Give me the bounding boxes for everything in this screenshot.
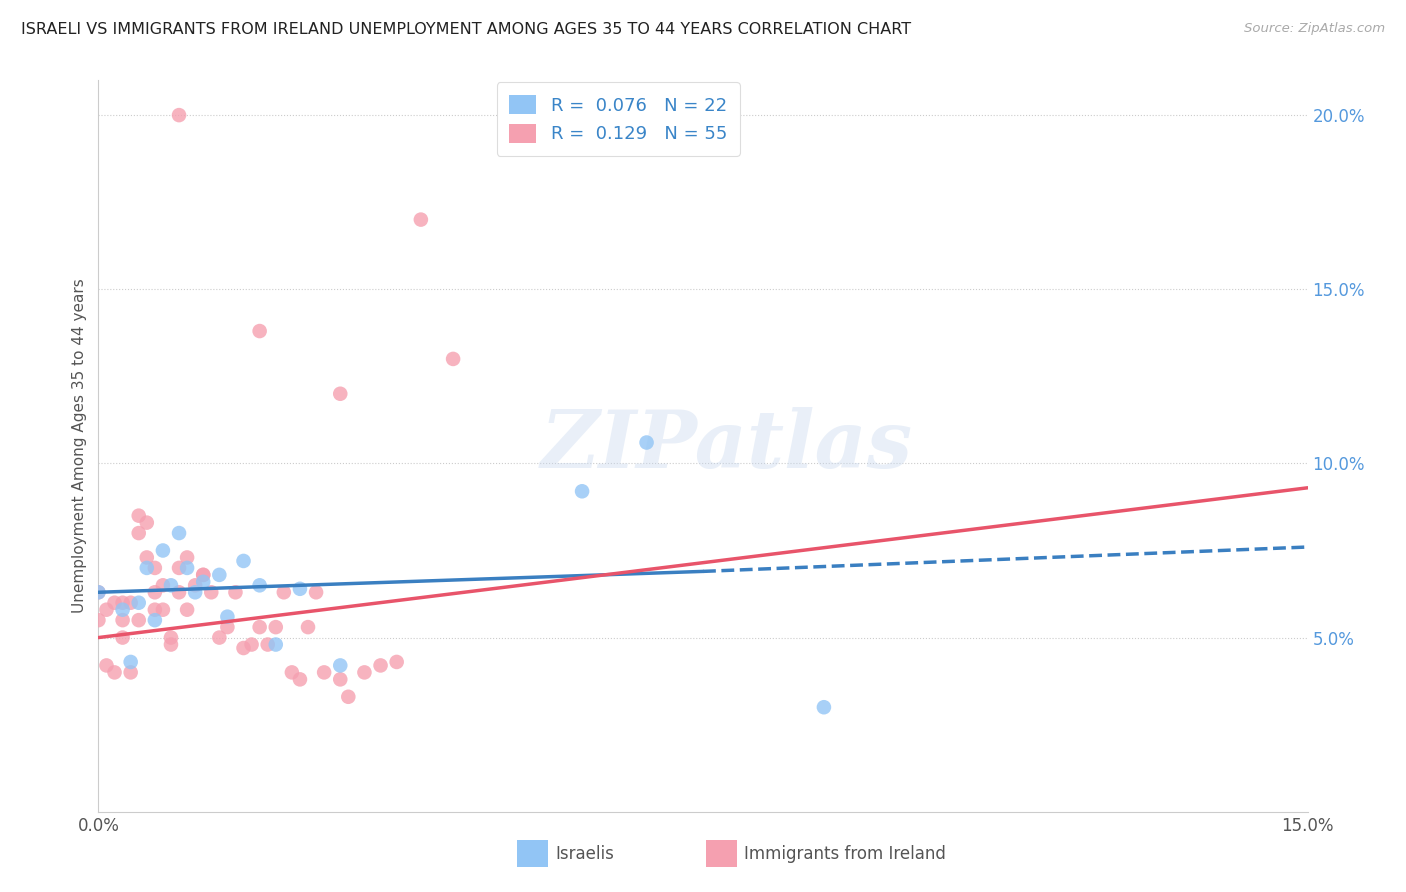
Point <box>193 567 215 582</box>
Point <box>87 585 110 599</box>
Point <box>176 603 198 617</box>
Point <box>128 596 150 610</box>
Point <box>193 567 215 582</box>
Point <box>103 665 125 680</box>
Point <box>249 620 271 634</box>
Point <box>385 655 408 669</box>
Point <box>120 655 142 669</box>
Point <box>249 578 271 592</box>
Point <box>111 613 134 627</box>
Point <box>232 640 254 655</box>
Point <box>143 613 166 627</box>
Point <box>184 578 207 592</box>
Point <box>152 603 174 617</box>
Point <box>329 386 352 401</box>
Text: Source: ZipAtlas.com: Source: ZipAtlas.com <box>1244 22 1385 36</box>
Point <box>273 585 295 599</box>
Point <box>337 690 360 704</box>
Point <box>160 578 183 592</box>
Point <box>217 609 239 624</box>
Point <box>167 561 190 575</box>
Point <box>120 665 142 680</box>
Text: Immigrants from Ireland: Immigrants from Ireland <box>744 845 946 863</box>
Point <box>152 543 174 558</box>
Point <box>87 613 110 627</box>
Point <box>167 585 190 599</box>
Point <box>813 700 835 714</box>
Point <box>111 631 134 645</box>
Point <box>217 620 239 634</box>
Point <box>409 212 432 227</box>
Point <box>314 665 336 680</box>
Point <box>636 435 658 450</box>
Point <box>200 585 222 599</box>
Point <box>152 578 174 592</box>
Point <box>256 638 278 652</box>
Text: ISRAELI VS IMMIGRANTS FROM IRELAND UNEMPLOYMENT AMONG AGES 35 TO 44 YEARS CORREL: ISRAELI VS IMMIGRANTS FROM IRELAND UNEMP… <box>21 22 911 37</box>
Point <box>120 596 142 610</box>
Point <box>329 673 352 687</box>
Y-axis label: Unemployment Among Ages 35 to 44 years: Unemployment Among Ages 35 to 44 years <box>72 278 87 614</box>
Point <box>96 603 118 617</box>
Point <box>184 585 207 599</box>
Point <box>143 561 166 575</box>
Point <box>208 631 231 645</box>
Point <box>240 638 263 652</box>
Point <box>329 658 352 673</box>
Point <box>111 596 134 610</box>
Point <box>208 567 231 582</box>
Point <box>288 582 311 596</box>
Text: Israelis: Israelis <box>555 845 614 863</box>
Point <box>305 585 328 599</box>
Point <box>128 526 150 541</box>
Point <box>370 658 392 673</box>
Point <box>571 484 593 499</box>
Point <box>264 638 287 652</box>
Point <box>249 324 271 338</box>
Point <box>160 638 183 652</box>
Text: ZIPatlas: ZIPatlas <box>541 408 914 484</box>
Point <box>128 613 150 627</box>
Point <box>143 603 166 617</box>
Point <box>96 658 118 673</box>
Point <box>224 585 246 599</box>
Point <box>264 620 287 634</box>
Point <box>135 561 157 575</box>
Point <box>128 508 150 523</box>
Point <box>160 631 183 645</box>
Point <box>167 526 190 541</box>
Legend: R =  0.076   N = 22, R =  0.129   N = 55: R = 0.076 N = 22, R = 0.129 N = 55 <box>496 82 740 156</box>
Point <box>176 550 198 565</box>
Point <box>103 596 125 610</box>
Point <box>232 554 254 568</box>
Point <box>135 550 157 565</box>
Point <box>135 516 157 530</box>
Point <box>193 574 215 589</box>
Point <box>143 585 166 599</box>
Point <box>297 620 319 634</box>
Point <box>167 108 190 122</box>
Point <box>87 585 110 599</box>
Point <box>441 351 464 366</box>
Point <box>281 665 304 680</box>
Point <box>353 665 375 680</box>
Point <box>111 603 134 617</box>
Point <box>176 561 198 575</box>
Point <box>288 673 311 687</box>
